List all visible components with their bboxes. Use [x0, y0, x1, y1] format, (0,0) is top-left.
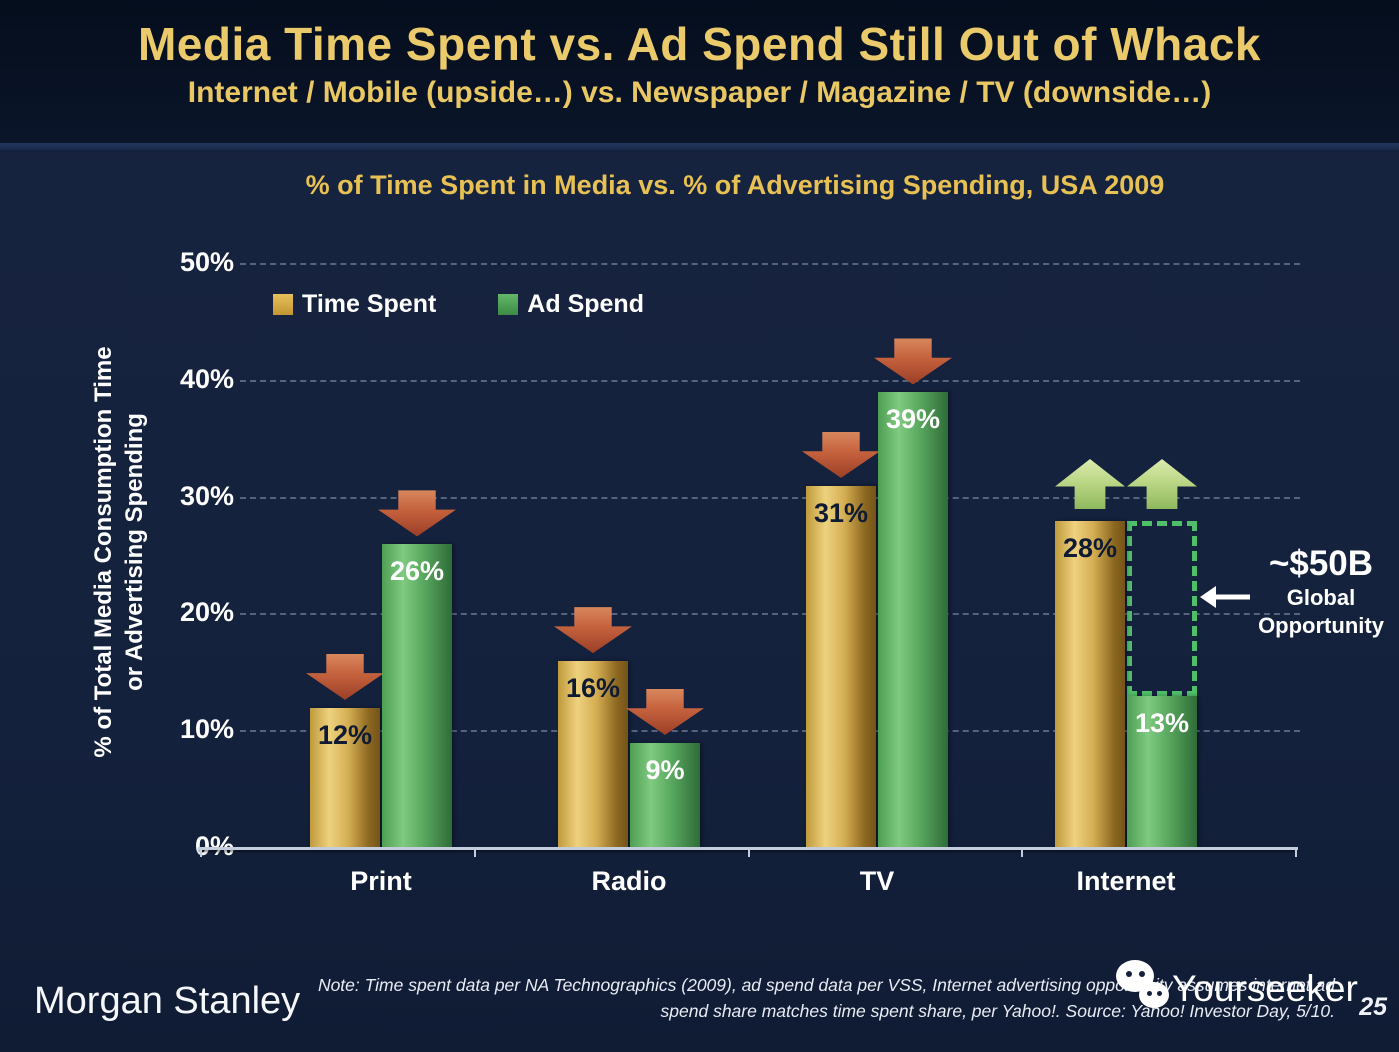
trend-down-arrow-icon [874, 338, 952, 385]
x-axis-tick [200, 848, 202, 857]
morgan-stanley-logo: Morgan Stanley [34, 980, 301, 1022]
bar-value-internet-ad-spend: 13% [1134, 708, 1190, 739]
bar-value-radio-time-spent: 16% [565, 673, 621, 704]
category-label-internet: Internet [1076, 866, 1176, 896]
callout-line1: Global [1286, 585, 1356, 610]
wechat-icon [1112, 956, 1172, 1016]
watermark: Yourseeker [1112, 956, 1358, 1016]
chart-legend: Time Spent Ad Spend [273, 290, 644, 319]
grid-line-50 [240, 263, 1300, 265]
trend-down-arrow-icon [802, 431, 880, 478]
header-divider [0, 143, 1399, 150]
category-label-print: Print [350, 866, 412, 896]
trend-up-arrow-icon [1127, 458, 1197, 509]
bar-print-ad-spend [382, 544, 452, 848]
bar-value-print-time-spent: 12% [317, 719, 373, 750]
source-note-line2: spend share matches time spent share, pe… [660, 1001, 1335, 1022]
legend-label-time-spent: Time Spent [302, 290, 437, 318]
bar-value-radio-ad-spend: 9% [645, 754, 685, 785]
callout-headline: ~$50B [1268, 544, 1374, 583]
x-axis-tick [747, 848, 750, 857]
grid-line-30 [240, 496, 1300, 499]
ad-spend-swatch-icon [498, 294, 519, 315]
chart-title: % of Time Spent in Media vs. % of Advert… [305, 170, 1165, 200]
bar-value-internet-time-spent: 28% [1062, 532, 1118, 563]
bar-radio-ad-spend [630, 742, 700, 848]
opportunity-gap-box [1127, 520, 1197, 697]
grid-line-10 [240, 730, 1300, 733]
bar-tv-ad-spend [878, 392, 948, 848]
bar-value-print-ad-spend: 26% [389, 556, 445, 587]
bar-print-time-spent [310, 707, 380, 848]
bar-value-tv-time-spent: 31% [813, 497, 869, 528]
source-note-line1: Note: Time spent data per NA Technograph… [317, 975, 1335, 995]
slide-header: Media Time Spent vs. Ad Spend Still Out … [0, 0, 1399, 143]
legend-item-time-spent: Time Spent [273, 290, 436, 319]
y-tick-label-40: 40% [179, 363, 234, 394]
category-label-radio: Radio [591, 866, 667, 896]
slide-subtitle: Internet / Mobile (upside…) vs. Newspape… [187, 76, 1212, 109]
bar-value-tv-ad-spend: 39% [885, 404, 941, 435]
page-number: 25 [1359, 993, 1387, 1021]
y-tick-label-30: 30% [179, 480, 234, 511]
y-tick-label-20: 20% [179, 597, 234, 628]
bar-internet-time-spent [1055, 520, 1125, 848]
bar-tv-time-spent [806, 485, 876, 848]
x-axis-tick [473, 848, 476, 857]
legend-label-ad-spend: Ad Spend [527, 290, 644, 318]
trend-down-arrow-icon [626, 688, 704, 735]
left-arrow-icon [1200, 586, 1250, 608]
time-spent-swatch-icon [273, 294, 293, 315]
x-axis-tick [1021, 848, 1024, 857]
bar-internet-ad-spend [1127, 696, 1197, 848]
source-note: Note: Time spent data per NA Technograph… [305, 972, 1335, 1025]
trend-down-arrow-icon [306, 653, 384, 700]
legend-item-ad-spend: Ad Spend [498, 290, 644, 319]
bar-radio-time-spent [558, 661, 628, 848]
grid-line-40 [240, 379, 1300, 382]
trend-up-arrow-icon [1055, 458, 1125, 509]
y-tick-label-10: 10% [179, 714, 234, 745]
y-tick-label-50: 50% [179, 247, 234, 277]
slide-title: Media Time Spent vs. Ad Spend Still Out … [137, 18, 1262, 70]
category-label-tv: TV [859, 866, 895, 896]
callout-line2: Opportunity [1258, 613, 1384, 638]
watermark-label: Yourseeker [1172, 968, 1358, 1009]
grid-line-20 [240, 613, 1300, 616]
opportunity-callout: ~$50B Global Opportunity [1243, 544, 1399, 640]
x-axis-tick [1295, 848, 1297, 857]
